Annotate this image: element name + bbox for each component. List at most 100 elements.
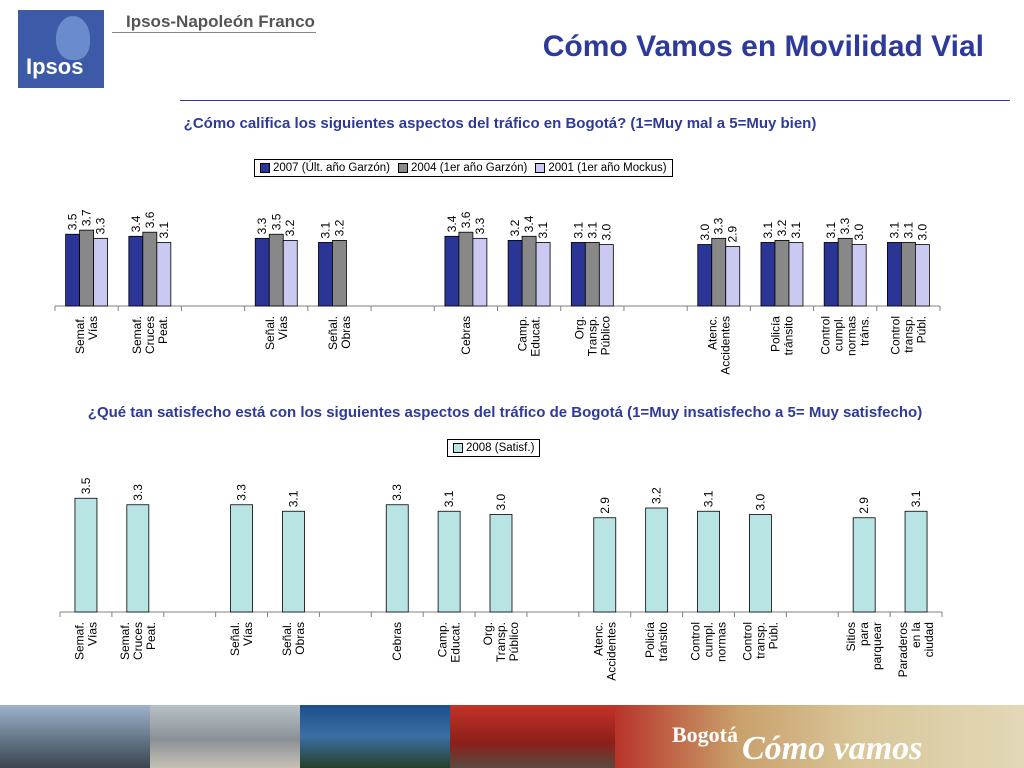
category-label: Org. — [572, 316, 586, 339]
bar — [584, 242, 600, 307]
data-label: 3.2 — [775, 219, 789, 236]
category-label: Señal. — [228, 622, 242, 656]
data-label: 2.9 — [857, 497, 871, 514]
category-label: para — [857, 622, 871, 646]
bar — [886, 242, 902, 307]
bar — [230, 504, 253, 613]
bar — [788, 242, 804, 307]
brand-name: Ipsos-Napoleón Franco — [126, 12, 315, 31]
data-label: 3.1 — [824, 221, 838, 238]
data-label: 3.3 — [235, 484, 249, 501]
data-label: 3.7 — [80, 209, 94, 226]
data-label: 3.1 — [442, 490, 456, 507]
category-label: Cruces — [143, 316, 157, 354]
bar — [254, 237, 270, 307]
bar — [774, 239, 790, 307]
category-label: Público — [507, 622, 521, 662]
chart2-title: ¿Qué tan satisfecho está con los siguien… — [87, 404, 923, 421]
data-label: 3.5 — [269, 213, 283, 230]
plaza-photo — [150, 705, 300, 768]
head-silhouette-icon — [56, 16, 90, 60]
legend-swatch — [453, 443, 463, 453]
legend-item-2001: 2001 (1er año Mockus) — [535, 162, 667, 174]
category-label: Camp. — [436, 622, 450, 657]
legend-item-2004: 2004 (1er año Garzón) — [397, 162, 527, 174]
bar — [852, 517, 876, 613]
page-title: Cómo Vamos en Movilidad Vial — [542, 30, 984, 63]
bar — [535, 242, 551, 307]
category-label: normas — [715, 622, 729, 662]
category-label: Vías — [86, 316, 100, 340]
data-label: 3.4 — [445, 215, 459, 232]
bar — [900, 242, 916, 307]
bar — [282, 239, 298, 307]
category-label: Peat. — [156, 316, 170, 344]
category-label: Transp. — [585, 316, 599, 356]
legend-swatch — [535, 163, 546, 173]
category-label: Sitios — [844, 622, 858, 651]
category-label: transp. — [753, 622, 767, 659]
bar — [472, 237, 488, 307]
data-label: 3.1 — [585, 221, 599, 238]
title-divider — [180, 100, 1010, 101]
data-label: 3.0 — [599, 223, 613, 240]
bar — [156, 242, 172, 307]
transmilenio-photo — [450, 705, 615, 768]
data-label: 2.9 — [726, 226, 740, 243]
category-label: transp. — [901, 316, 915, 353]
category-label: Atenc. — [705, 316, 719, 350]
category-label: Org. — [481, 622, 495, 645]
bar — [437, 510, 461, 613]
data-label: 3.0 — [852, 223, 866, 240]
data-label: 3.1 — [286, 490, 300, 507]
bar — [458, 231, 474, 307]
bar — [128, 235, 144, 307]
bar — [645, 507, 669, 613]
data-label: 3.3 — [255, 217, 269, 234]
data-label: 3.6 — [143, 211, 157, 228]
data-label: 3.1 — [909, 490, 923, 507]
data-label: 3.3 — [390, 484, 404, 501]
bar — [93, 237, 109, 307]
bar — [697, 510, 720, 613]
data-label: 3.3 — [131, 484, 145, 501]
category-label: en la — [909, 622, 923, 648]
data-label: 3.6 — [459, 211, 473, 228]
category-label: Transp. — [494, 622, 508, 662]
category-label: Control — [689, 622, 703, 661]
bar — [837, 237, 853, 307]
monserrate-photo — [300, 705, 450, 768]
data-label: 3.2 — [283, 219, 297, 236]
legend-label: 2007 (Últ. año Garzón) — [273, 162, 390, 174]
brand-underline — [112, 32, 316, 33]
legend-swatch — [260, 163, 270, 173]
category-label: Semaf. — [72, 622, 86, 660]
bar — [851, 244, 867, 307]
category-label: tránsito — [656, 622, 670, 662]
data-label: 3.0 — [698, 223, 712, 240]
bar — [823, 242, 839, 307]
data-label: 3.1 — [702, 490, 716, 507]
data-label: 3.1 — [901, 221, 915, 238]
data-label: 3.1 — [887, 221, 901, 238]
data-label: 3.0 — [915, 223, 929, 240]
bar — [749, 514, 772, 613]
legend-swatch — [397, 163, 408, 173]
category-label: Control — [740, 622, 754, 661]
category-label: Control — [888, 316, 902, 355]
category-label: cumpl. — [702, 622, 716, 657]
category-label: cumpl. — [832, 316, 846, 351]
chart2-legend: 2008 (Satisf.) — [447, 439, 541, 457]
data-label: 3.1 — [789, 221, 803, 238]
category-label: Accidentes — [604, 622, 618, 681]
people-photo — [615, 705, 1024, 768]
data-label: 3.5 — [66, 213, 80, 230]
data-label: 3.5 — [79, 477, 93, 494]
category-label: Policía — [643, 622, 657, 658]
category-label: Obras — [293, 622, 307, 655]
bar — [385, 504, 409, 613]
logo-text: Ipsos — [26, 54, 84, 79]
category-label: Público — [598, 316, 612, 356]
chart1-legend: 2007 (Últ. año Garzón) 2004 (1er año Gar… — [254, 159, 673, 177]
